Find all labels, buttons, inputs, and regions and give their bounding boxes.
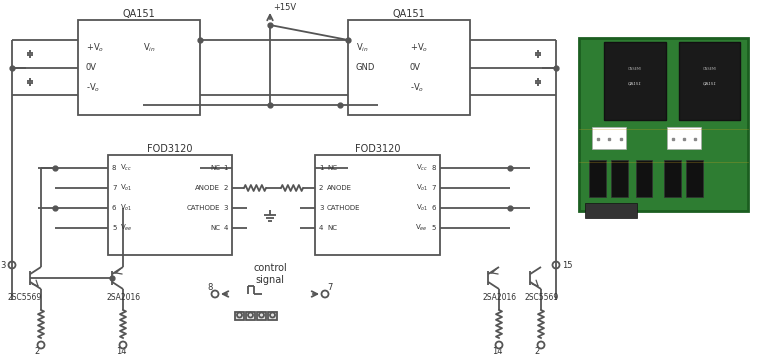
Text: 8: 8 [431, 165, 436, 171]
Text: V$_{in}$: V$_{in}$ [143, 42, 156, 54]
Text: control: control [253, 263, 287, 273]
Text: 4: 4 [223, 225, 228, 231]
Bar [78, 20, 200, 115]
Text: NC: NC [210, 225, 220, 231]
Text: ANODE: ANODE [195, 185, 220, 191]
Text: 7: 7 [431, 185, 436, 191]
Bar [235, 312, 244, 320]
Text: NC: NC [327, 165, 337, 171]
Text: QA151: QA151 [122, 9, 155, 19]
Text: 3: 3 [223, 205, 228, 211]
Text: +V$_o$: +V$_o$ [86, 42, 104, 54]
Text: V$_{o1}$: V$_{o1}$ [120, 203, 132, 213]
Text: V$_{o1}$: V$_{o1}$ [415, 183, 428, 193]
Text: 2: 2 [223, 185, 228, 191]
Text: 1: 1 [223, 165, 228, 171]
Text: 7: 7 [112, 185, 116, 191]
Text: 2SC5569: 2SC5569 [8, 293, 42, 303]
Text: 3: 3 [319, 205, 324, 211]
Text: 2SA2016: 2SA2016 [483, 293, 517, 303]
Text: NC: NC [210, 165, 220, 171]
Text: QA151: QA151 [392, 9, 425, 19]
Text: FOD3120: FOD3120 [355, 144, 400, 154]
Text: 1: 1 [319, 165, 324, 171]
Text: V$_{cc}$: V$_{cc}$ [120, 163, 132, 173]
Text: GND: GND [356, 63, 376, 73]
Text: FOD3120: FOD3120 [147, 144, 193, 154]
Text: 4: 4 [319, 225, 324, 231]
Text: -V$_o$: -V$_o$ [410, 82, 424, 94]
Text: 2SC5569: 2SC5569 [525, 293, 559, 303]
Text: CATHODE: CATHODE [327, 205, 360, 211]
Text: 8: 8 [112, 165, 116, 171]
Bar [315, 155, 440, 255]
Text: 2: 2 [534, 346, 539, 356]
Text: ANODE: ANODE [327, 185, 352, 191]
Text: +15V: +15V [273, 4, 296, 12]
Text: 6: 6 [112, 205, 116, 211]
Text: 6: 6 [431, 205, 436, 211]
Text: +V$_o$: +V$_o$ [410, 42, 428, 54]
Text: 2SA2016: 2SA2016 [107, 293, 141, 303]
Bar [246, 312, 255, 320]
Bar [268, 312, 277, 320]
Text: V$_{in}$: V$_{in}$ [356, 42, 369, 54]
Text: V$_{o1}$: V$_{o1}$ [120, 183, 132, 193]
Text: -V$_o$: -V$_o$ [86, 82, 100, 94]
Text: 2: 2 [319, 185, 324, 191]
Text: 2: 2 [34, 346, 39, 356]
Text: 5: 5 [431, 225, 436, 231]
Text: V$_{ee}$: V$_{ee}$ [120, 223, 132, 233]
Text: 14: 14 [116, 346, 126, 356]
Text: 14: 14 [492, 346, 503, 356]
Text: 0V: 0V [86, 63, 97, 73]
Text: V$_{ee}$: V$_{ee}$ [415, 223, 428, 233]
Text: 0V: 0V [410, 63, 421, 73]
Text: 5: 5 [112, 225, 116, 231]
Text: 3: 3 [1, 261, 6, 269]
Bar [348, 20, 470, 115]
Text: CATHODE: CATHODE [187, 205, 220, 211]
Text: signal: signal [256, 275, 285, 285]
Text: V$_{cc}$: V$_{cc}$ [416, 163, 428, 173]
Bar [257, 312, 266, 320]
Bar [108, 155, 232, 255]
Text: NC: NC [327, 225, 337, 231]
Text: 7: 7 [327, 283, 333, 292]
Text: V$_{o1}$: V$_{o1}$ [415, 203, 428, 213]
Text: 8: 8 [207, 283, 213, 292]
Text: 15: 15 [562, 261, 572, 269]
